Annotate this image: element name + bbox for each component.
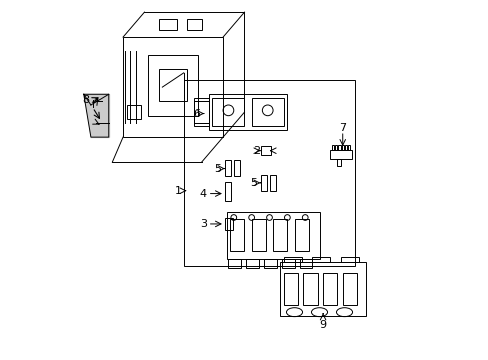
Text: 3: 3 xyxy=(200,219,206,229)
Text: 5: 5 xyxy=(214,163,221,174)
Text: 2: 2 xyxy=(252,146,259,156)
Text: 7: 7 xyxy=(339,123,346,133)
Text: 5: 5 xyxy=(249,178,257,188)
Polygon shape xyxy=(83,94,108,137)
Text: 9: 9 xyxy=(319,320,326,330)
Text: 1: 1 xyxy=(175,186,182,196)
Text: 8: 8 xyxy=(82,95,89,105)
Text: 4: 4 xyxy=(200,189,206,199)
Text: 6: 6 xyxy=(193,109,200,118)
